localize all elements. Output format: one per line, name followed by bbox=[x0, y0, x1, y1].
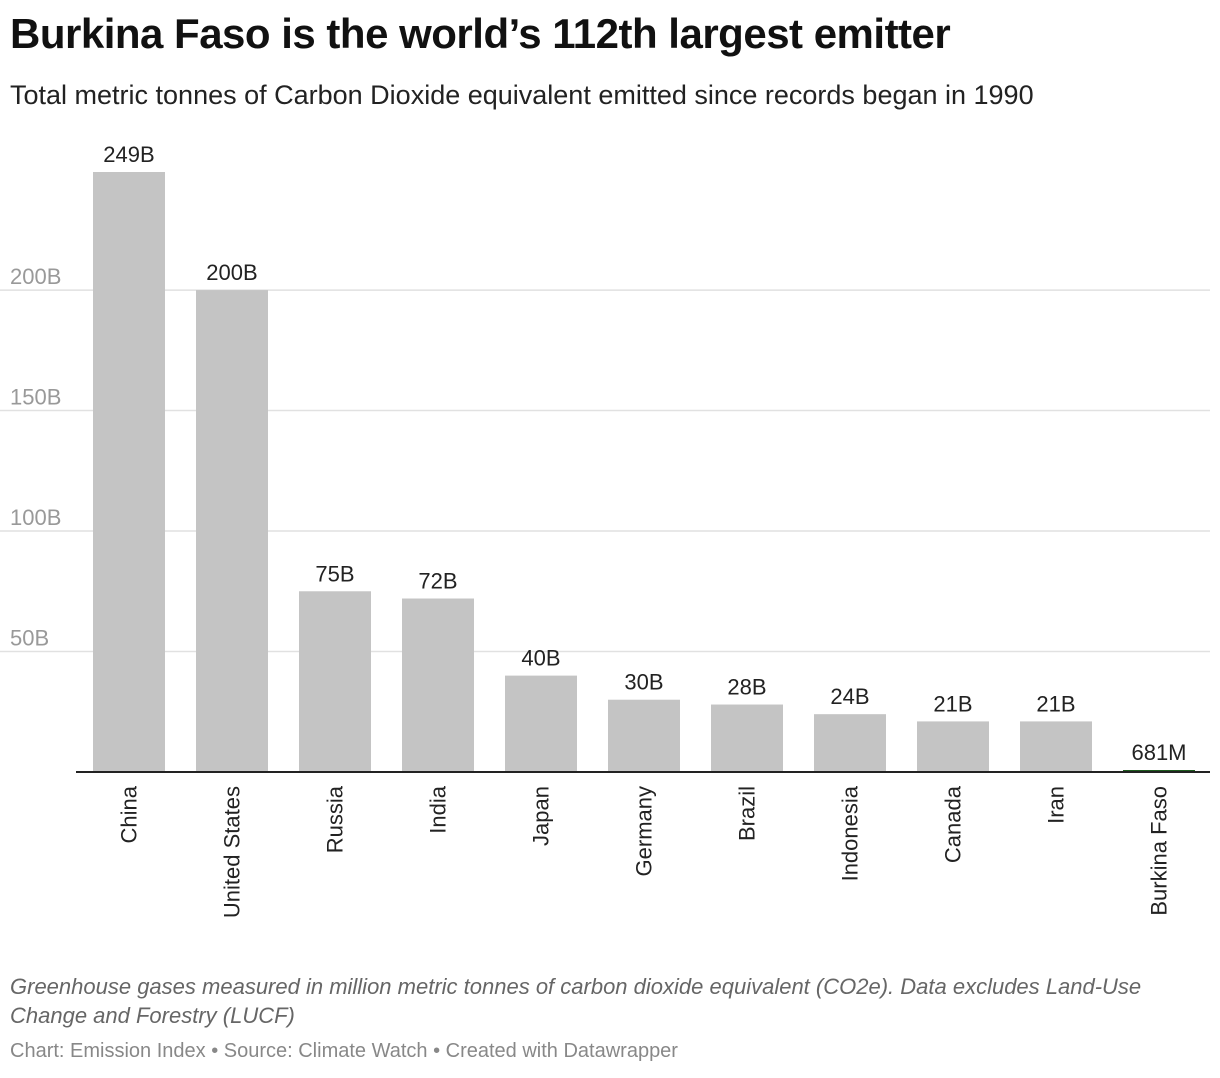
x-category-label: Indonesia bbox=[838, 785, 863, 881]
bar bbox=[402, 598, 474, 772]
bar bbox=[814, 714, 886, 772]
y-tick-label: 200B bbox=[10, 264, 61, 289]
x-category-label: China bbox=[117, 785, 142, 843]
chart-footnote: Greenhouse gases measured in million met… bbox=[10, 974, 1142, 1028]
x-category-label: Russia bbox=[323, 785, 348, 853]
bars bbox=[93, 172, 1195, 772]
bar-value-label: 21B bbox=[1036, 691, 1075, 716]
grid-lines bbox=[0, 289, 1210, 653]
bar bbox=[711, 704, 783, 772]
x-category-label: Germany bbox=[632, 786, 657, 876]
bar bbox=[917, 721, 989, 772]
x-axis-category-labels: China United States Russia India Japan German… bbox=[117, 785, 1172, 918]
bar-value-label: 75B bbox=[315, 561, 354, 586]
bar-value-label: 249B bbox=[103, 142, 154, 167]
bar bbox=[608, 699, 680, 772]
bar-value-label: 40B bbox=[521, 646, 560, 671]
y-tick-label: 150B bbox=[10, 385, 61, 410]
x-category-label: Japan bbox=[529, 786, 554, 846]
x-category-label: Iran bbox=[1044, 786, 1069, 824]
bar-value-label: 30B bbox=[624, 670, 663, 695]
bar-value-label: 72B bbox=[418, 569, 457, 594]
bar bbox=[1020, 721, 1092, 772]
x-category-label: Canada bbox=[941, 785, 966, 863]
x-category-label: India bbox=[426, 785, 451, 833]
x-category-label: United States bbox=[220, 786, 245, 918]
bar bbox=[505, 675, 577, 772]
bar-value-label: 200B bbox=[206, 260, 257, 285]
bar bbox=[93, 172, 165, 772]
bar-value-label: 21B bbox=[933, 691, 972, 716]
chart-credits: Chart: Emission Index • Source: Climate … bbox=[10, 1040, 678, 1062]
bar bbox=[196, 290, 268, 772]
y-tick-label: 50B bbox=[10, 626, 49, 651]
value-labels: 249B 200B 75B 72B 40B 30B 28B 24B 21B 21B 681M bbox=[103, 142, 1186, 765]
bar-value-label: 24B bbox=[830, 684, 869, 709]
bar-value-label: 28B bbox=[727, 675, 766, 700]
y-tick-label: 100B bbox=[10, 505, 61, 530]
x-category-label: Burkina Faso bbox=[1147, 786, 1172, 916]
y-axis-tick-labels: 50B 100B 150B 200B bbox=[10, 264, 61, 650]
bar-value-label: 681M bbox=[1131, 740, 1186, 765]
bar bbox=[299, 591, 371, 772]
x-category-label: Brazil bbox=[735, 786, 760, 841]
chart-subtitle: Total metric tonnes of Carbon Dioxide eq… bbox=[10, 80, 1034, 110]
chart-title: Burkina Faso is the world’s 112th larges… bbox=[10, 10, 951, 57]
